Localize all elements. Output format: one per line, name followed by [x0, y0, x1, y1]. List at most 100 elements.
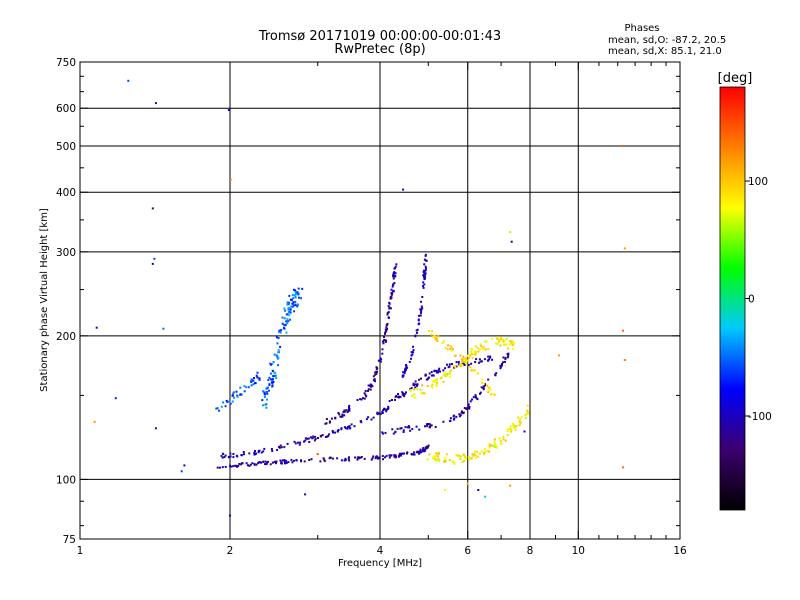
- trace-point-8: [434, 336, 437, 339]
- trace-point-1: [321, 434, 324, 437]
- trace-point-1: [307, 437, 310, 440]
- trace-point-6: [452, 364, 455, 367]
- trace-point-0: [308, 459, 311, 461]
- trace-point-9: [294, 296, 297, 299]
- trace-point-5: [416, 331, 418, 334]
- trace-point-3: [449, 419, 452, 422]
- trace-point-8: [486, 384, 489, 387]
- trace-point-6: [465, 360, 468, 363]
- trace-point-7: [504, 439, 507, 442]
- trace-point-0: [370, 458, 373, 461]
- y-tick-label: 400: [56, 187, 76, 199]
- trace-point-5: [422, 281, 425, 284]
- trace-point-4: [436, 371, 439, 374]
- trace-point-10: [235, 390, 238, 393]
- trace-point-9: [275, 336, 278, 339]
- trace-point-1: [324, 436, 327, 438]
- trace-point-6: [443, 374, 446, 377]
- data-point: [153, 257, 156, 260]
- trace-point-2: [337, 412, 340, 414]
- trace-point-3: [482, 388, 485, 391]
- trace-point-5: [415, 329, 418, 332]
- trace-point-1: [299, 441, 302, 444]
- trace-point-1: [243, 453, 245, 456]
- trace-point-5: [410, 351, 413, 354]
- trace-point-6: [454, 366, 457, 369]
- data-point: [151, 207, 154, 210]
- trace-point-4: [405, 391, 407, 394]
- trace-point-3: [418, 428, 421, 431]
- trace-point-6: [436, 381, 438, 384]
- trace-point-5: [424, 253, 427, 256]
- trace-point-2: [377, 359, 380, 362]
- trace-point-9: [296, 291, 299, 294]
- data-point: [180, 470, 183, 473]
- trace-point-10: [220, 405, 223, 408]
- trace-point-3: [482, 385, 485, 388]
- trace-point-2: [329, 420, 331, 423]
- trace-point-0: [384, 456, 386, 459]
- trace-point-5: [422, 270, 425, 273]
- trace-point-4: [397, 396, 400, 399]
- trace-point-9: [288, 310, 291, 313]
- trace-point-4: [489, 355, 492, 358]
- trace-point-6: [487, 348, 490, 350]
- trace-point-4: [415, 384, 418, 387]
- trace-point-6: [513, 342, 515, 345]
- trace-point-6: [470, 351, 473, 353]
- trace-point-7: [510, 428, 513, 431]
- trace-point-7: [506, 428, 509, 431]
- trace-point-3: [404, 426, 407, 429]
- trace-point-6: [420, 392, 423, 395]
- trace-point-2: [325, 418, 328, 420]
- x-tick-label: 1: [77, 545, 84, 557]
- data-point: [510, 240, 513, 243]
- trace-point-2: [356, 399, 359, 401]
- trace-point-4: [432, 374, 435, 377]
- trace-point-2: [392, 275, 395, 278]
- trace-point-9: [267, 386, 269, 389]
- trace-point-4: [489, 356, 492, 359]
- trace-point-9: [298, 296, 300, 299]
- y-tick-label: 750: [56, 57, 76, 69]
- trace-point-6: [430, 385, 433, 388]
- trace-point-5: [417, 318, 420, 321]
- trace-point-10: [243, 390, 246, 393]
- trace-point-8: [454, 354, 456, 357]
- trace-point-7: [524, 414, 527, 417]
- trace-point-9: [268, 382, 271, 385]
- trace-point-3: [453, 417, 456, 420]
- trace-point-6: [481, 347, 484, 350]
- trace-point-3: [494, 373, 497, 376]
- trace-point-7: [494, 443, 497, 446]
- trace-point-0: [348, 456, 350, 459]
- trace-point-8: [437, 335, 440, 337]
- trace-point-7: [438, 460, 441, 462]
- trace-point-0: [426, 446, 429, 449]
- trace-point-4: [403, 393, 406, 396]
- trace-point-4: [430, 374, 433, 377]
- trace-point-1: [319, 434, 322, 437]
- trace-point-10: [250, 381, 253, 383]
- trace-point-1: [278, 446, 281, 449]
- trace-point-2: [362, 397, 364, 400]
- trace-point-1: [350, 423, 353, 426]
- trace-point-3: [474, 396, 477, 398]
- y-tick-label: 200: [56, 331, 76, 343]
- trace-point-7: [524, 417, 527, 420]
- trace-point-6: [485, 340, 488, 343]
- y-tick-label: 600: [56, 103, 76, 115]
- data-point: [477, 489, 480, 491]
- trace-point-5: [425, 267, 427, 270]
- trace-point-5: [418, 314, 420, 317]
- trace-point-2: [386, 328, 388, 330]
- trace-point-2: [381, 340, 384, 343]
- trace-point-7: [448, 459, 451, 462]
- trace-point-9: [284, 324, 287, 327]
- trace-point-6: [507, 347, 510, 350]
- trace-point-2: [379, 357, 382, 360]
- trace-point-5: [401, 374, 404, 377]
- trace-point-0: [251, 462, 254, 465]
- trace-point-8: [436, 340, 439, 342]
- trace-point-6: [502, 341, 505, 344]
